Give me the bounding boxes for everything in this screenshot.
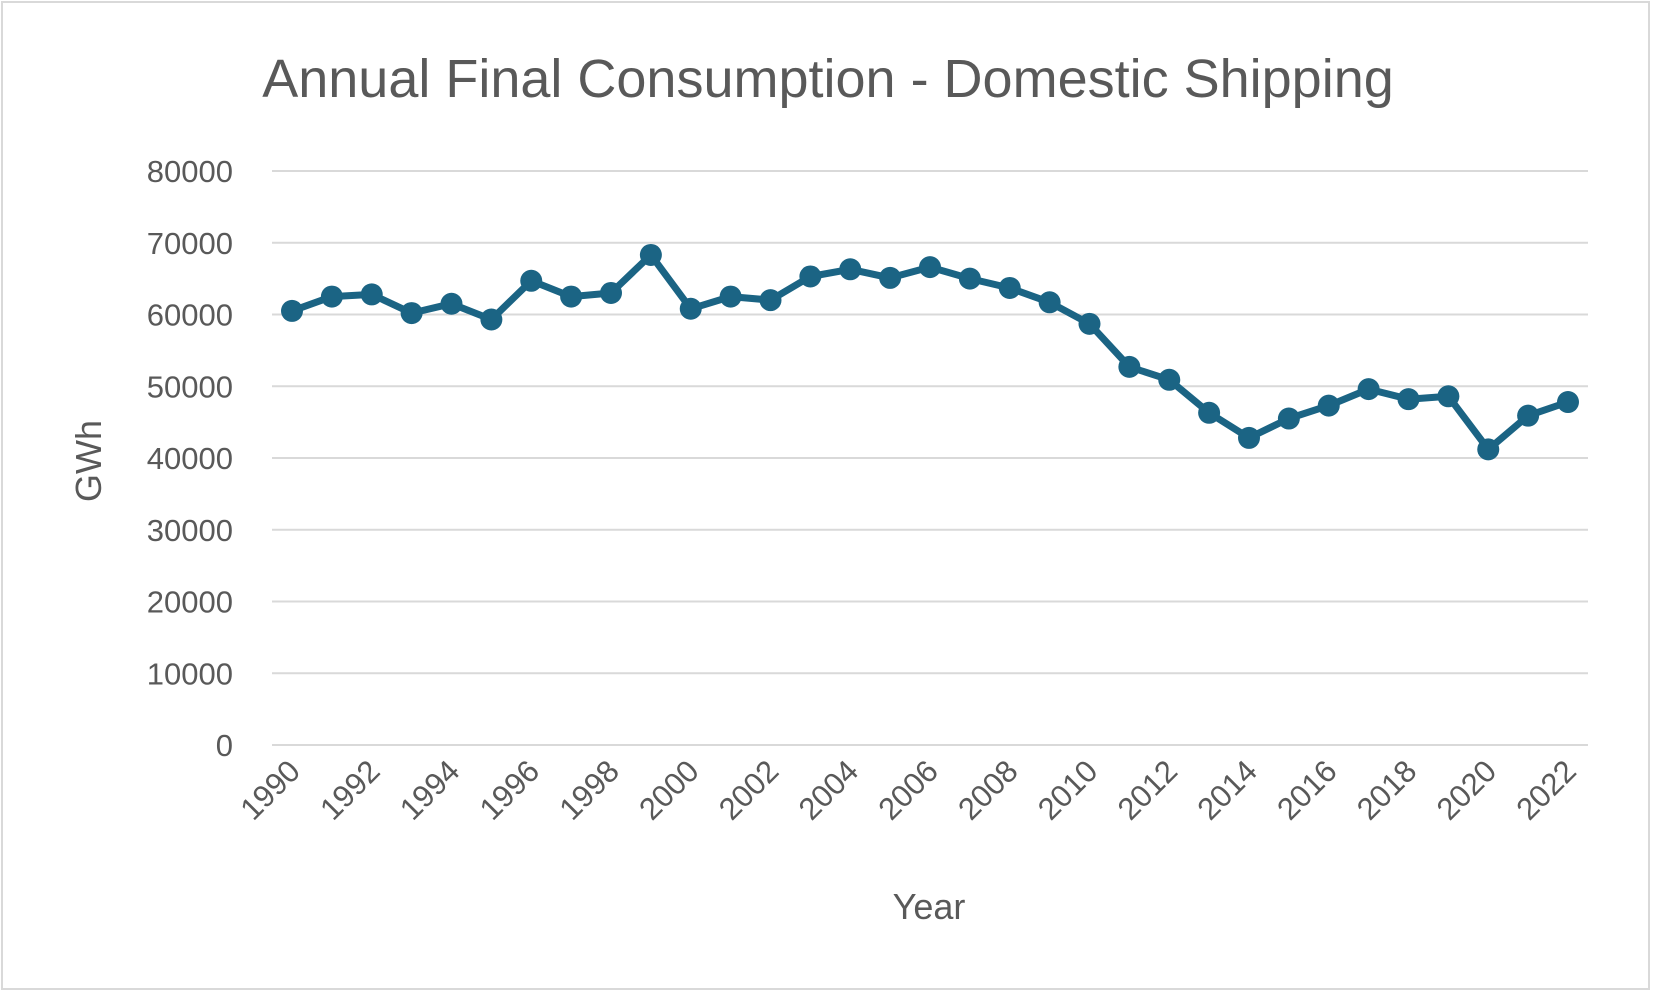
- x-tick-label: 1992: [313, 753, 387, 827]
- y-axis-tick-labels: 0 10000 20000 30000 40000 50000 60000 70000 8000…: [147, 154, 233, 763]
- data-point: [1038, 291, 1061, 314]
- data-point: [919, 256, 941, 279]
- data-point: [560, 285, 583, 308]
- x-axis-title: Year: [893, 886, 966, 927]
- x-tick-label: 2010: [1031, 753, 1105, 827]
- data-point: [1477, 438, 1500, 461]
- x-tick-label: 2012: [1111, 753, 1185, 827]
- data-point: [1078, 312, 1101, 335]
- data-point: [839, 258, 862, 281]
- data-point: [1277, 407, 1300, 430]
- data-point: [1357, 378, 1380, 401]
- x-tick-label: 2000: [632, 753, 706, 827]
- x-tick-label: 2016: [1270, 753, 1344, 827]
- x-tick-label: 2022: [1509, 753, 1583, 827]
- data-point: [639, 243, 662, 266]
- x-tick-label: 2006: [871, 753, 945, 827]
- data-point: [1437, 385, 1460, 408]
- x-tick-label: 2014: [1190, 753, 1264, 827]
- x-tick-label: 1998: [552, 753, 626, 827]
- data-point: [480, 308, 503, 331]
- data-point: [879, 266, 902, 289]
- data-point: [1198, 401, 1221, 424]
- y-tick-label: 80000: [147, 154, 233, 189]
- data-point: [320, 285, 343, 308]
- data-point: [719, 285, 742, 308]
- data-point: [1397, 388, 1420, 411]
- data-point: [600, 281, 622, 304]
- line-chart: Annual Final Consumption - Domestic Ship…: [68, 49, 1588, 927]
- data-point: [958, 267, 981, 290]
- data-point: [1158, 368, 1181, 391]
- data-point: [998, 276, 1021, 299]
- data-point: [400, 302, 423, 325]
- data-point: [281, 299, 303, 322]
- y-tick-label: 0: [216, 728, 233, 763]
- y-tick-label: 50000: [147, 369, 233, 404]
- data-point: [1517, 404, 1540, 427]
- x-tick-label: 1996: [473, 753, 547, 827]
- y-axis-title: GWh: [68, 420, 109, 502]
- y-tick-label: 40000: [147, 441, 233, 476]
- y-tick-label: 30000: [147, 513, 233, 548]
- data-point: [360, 283, 383, 306]
- x-tick-label: 2002: [712, 753, 786, 827]
- data-point: [1118, 355, 1141, 378]
- x-tick-label: 2008: [951, 753, 1025, 827]
- data-series: [281, 243, 1579, 461]
- data-point: [1317, 394, 1340, 417]
- y-tick-label: 70000: [147, 226, 233, 261]
- data-point: [679, 297, 702, 320]
- x-tick-label: 2004: [792, 753, 866, 827]
- y-tick-label: 60000: [147, 298, 233, 333]
- data-point: [1557, 391, 1579, 414]
- x-tick-label: 1994: [393, 753, 467, 827]
- x-tick-label: 2018: [1350, 753, 1424, 827]
- y-tick-label: 10000: [147, 656, 233, 691]
- data-point: [799, 265, 822, 288]
- chart-title: Annual Final Consumption - Domestic Ship…: [262, 49, 1394, 109]
- series-line: [288, 251, 1572, 453]
- data-point: [759, 289, 782, 312]
- x-tick-label: 2020: [1430, 753, 1504, 827]
- data-point: [440, 292, 463, 315]
- data-point: [1238, 426, 1260, 449]
- x-axis-tick-labels: 1990 1992 1994 1996 1998 2000 2002 2004 2006 2008…: [233, 753, 1583, 827]
- x-tick-label: 1990: [233, 753, 307, 827]
- data-point: [520, 269, 543, 292]
- y-tick-label: 20000: [147, 585, 233, 620]
